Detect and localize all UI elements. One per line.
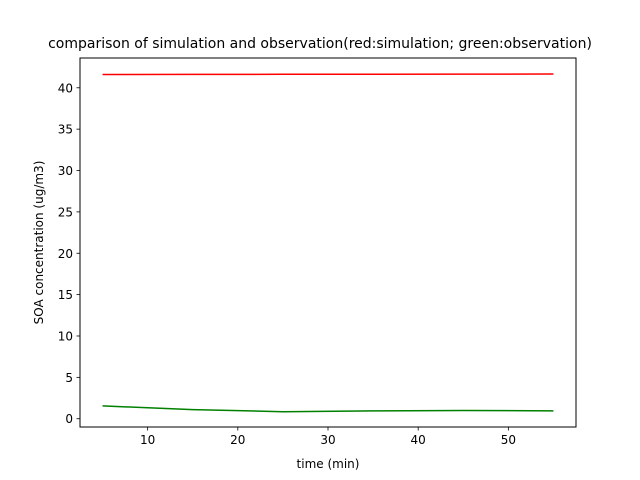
axis-ticks: 10 20 30 40 50 0 5 10 15 20 25 30 35 40 — [58, 81, 516, 447]
x-tick-label: 20 — [230, 433, 245, 447]
series-line-1 — [102, 73, 554, 76]
x-tick-label: 40 — [411, 433, 426, 447]
series-line-2 — [102, 405, 554, 413]
y-tick-label: 25 — [58, 205, 73, 219]
y-tick-label: 5 — [65, 371, 73, 385]
plot-frame — [79, 57, 577, 428]
y-tick-label: 0 — [65, 412, 73, 426]
y-tick-label: 35 — [58, 123, 73, 137]
x-tick-label: 30 — [320, 433, 335, 447]
y-tick-label: 40 — [58, 81, 73, 95]
y-tick-label: 20 — [58, 247, 73, 261]
x-tick-label: 10 — [140, 433, 155, 447]
chart-title: comparison of simulation and observation… — [48, 36, 592, 52]
plot-area — [102, 73, 554, 413]
y-tick-label: 15 — [58, 288, 73, 302]
y-tick-label: 30 — [58, 164, 73, 178]
x-tick-label: 50 — [501, 433, 516, 447]
y-tick-label: 10 — [58, 329, 73, 343]
x-axis-label: time (min) — [297, 457, 360, 471]
y-axis-label: SOA concentration (ug/m3) — [32, 161, 46, 325]
